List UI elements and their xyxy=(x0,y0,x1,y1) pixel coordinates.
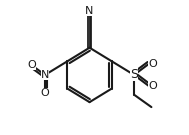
Text: O: O xyxy=(41,88,49,98)
Text: O: O xyxy=(27,60,36,70)
Text: O: O xyxy=(148,81,157,91)
Text: S: S xyxy=(130,68,138,81)
Text: O: O xyxy=(148,59,157,69)
Text: N: N xyxy=(41,70,49,80)
Text: N: N xyxy=(85,6,94,16)
